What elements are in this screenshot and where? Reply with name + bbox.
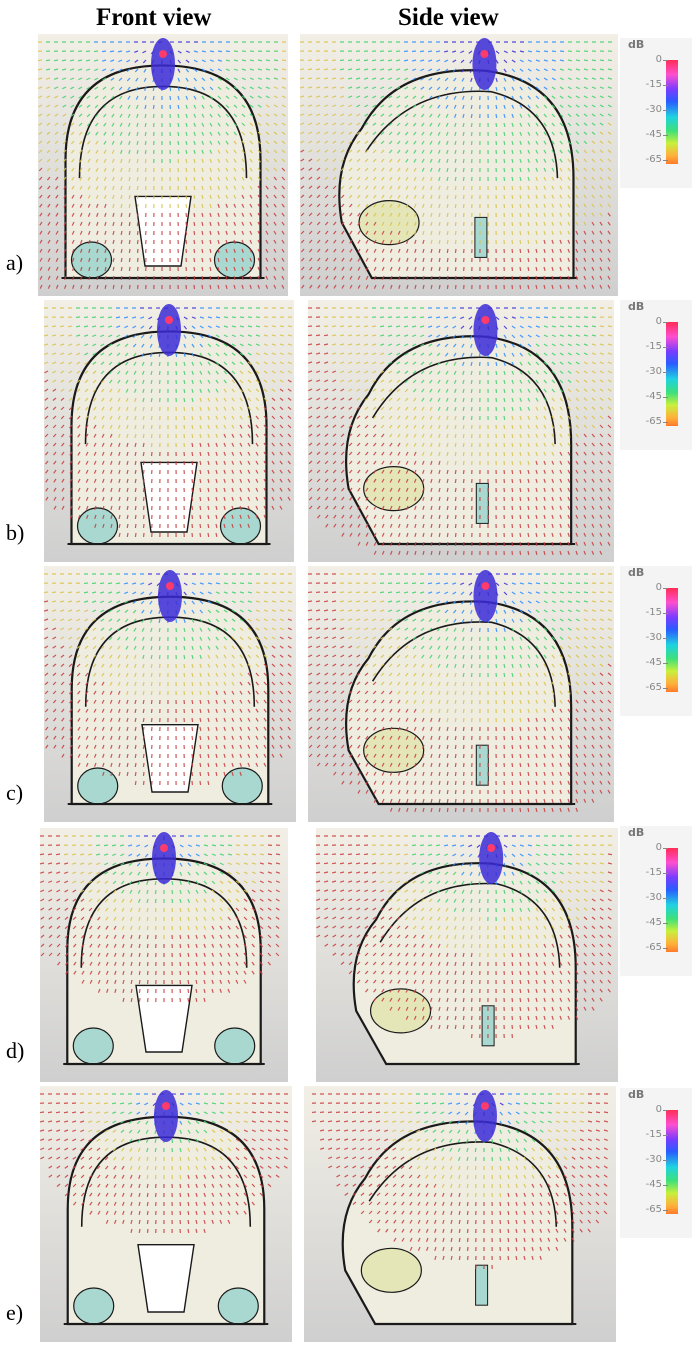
field-arrows: [40, 835, 281, 1003]
field-arrows: [308, 307, 613, 556]
db-color-scale: dB 0 -15 -30 -45 -65: [620, 300, 692, 450]
scale-tick-label: -65: [626, 942, 668, 953]
scale-tick-label: -45: [626, 129, 668, 140]
scale-tick-label: -15: [626, 867, 668, 878]
field-arrows: [38, 41, 287, 290]
scale-tick-label: -45: [626, 391, 668, 402]
color-bar: [666, 60, 678, 164]
scale-tick-label: -30: [626, 632, 668, 643]
scale-unit-label: dB: [628, 566, 645, 579]
db-color-scale: dB 0 -15 -30 -45 -65: [620, 1088, 692, 1238]
row-label: d): [6, 1038, 25, 1063]
scale-tick-label: 0: [626, 842, 668, 853]
row-label: e): [6, 1300, 24, 1325]
scale-tick-label: -15: [626, 607, 668, 618]
field-arrows: [316, 835, 613, 1039]
side-view-header: Side view: [398, 4, 499, 31]
scale-unit-label: dB: [628, 1088, 645, 1101]
color-bar: [666, 1110, 678, 1214]
color-bar: [666, 848, 678, 952]
field-arrows: [44, 573, 293, 786]
field-arrows: [44, 307, 293, 538]
db-color-scale: dB 0 -15 -30 -45 -65: [620, 38, 692, 188]
color-bar: [666, 322, 678, 426]
scale-tick-label: 0: [626, 54, 668, 65]
scale-tick-label: -30: [626, 1154, 668, 1165]
scale-tick-label: -45: [626, 1179, 668, 1190]
db-color-scale: dB 0 -15 -30 -45 -65: [620, 826, 692, 976]
field-arrows: [311, 1093, 609, 1270]
front-view-panel: [44, 566, 296, 822]
side-view-panel: [308, 566, 614, 822]
front-view-header: Front view: [96, 4, 212, 31]
scale-tick-label: -30: [626, 104, 668, 115]
side-view-panel: [304, 1086, 616, 1342]
scale-tick-label: -15: [626, 1129, 668, 1140]
field-arrows: [300, 41, 613, 290]
scale-tick-label: -30: [626, 892, 668, 903]
row-label: c): [6, 780, 24, 805]
scale-tick-label: 0: [626, 1104, 668, 1115]
scale-tick-label: 0: [626, 582, 668, 593]
scale-tick-label: -65: [626, 682, 668, 693]
scale-unit-label: dB: [628, 826, 645, 839]
scale-tick-label: -65: [626, 416, 668, 427]
scale-tick-label: -45: [626, 657, 668, 668]
scale-tick-label: -65: [626, 1204, 668, 1215]
scale-tick-label: -15: [626, 79, 668, 90]
front-view-panel: [38, 34, 288, 296]
side-view-panel: [308, 300, 614, 562]
side-view-panel: [300, 34, 618, 296]
row-label: b): [6, 520, 25, 545]
scale-unit-label: dB: [628, 38, 645, 51]
side-view-panel: [316, 828, 618, 1082]
db-color-scale: dB 0 -15 -30 -45 -65: [620, 566, 692, 716]
scale-tick-label: -65: [626, 154, 668, 165]
scale-tick-label: -45: [626, 917, 668, 928]
front-view-panel: [44, 300, 294, 562]
front-view-panel: [40, 1086, 292, 1342]
scale-tick-label: -30: [626, 366, 668, 377]
front-view-panel: [40, 828, 288, 1082]
row-label: a): [6, 250, 24, 275]
field-arrows: [40, 1093, 289, 1234]
scale-unit-label: dB: [628, 300, 645, 313]
scale-tick-label: -15: [626, 341, 668, 352]
color-bar: [666, 588, 678, 692]
scale-tick-label: 0: [626, 316, 668, 327]
